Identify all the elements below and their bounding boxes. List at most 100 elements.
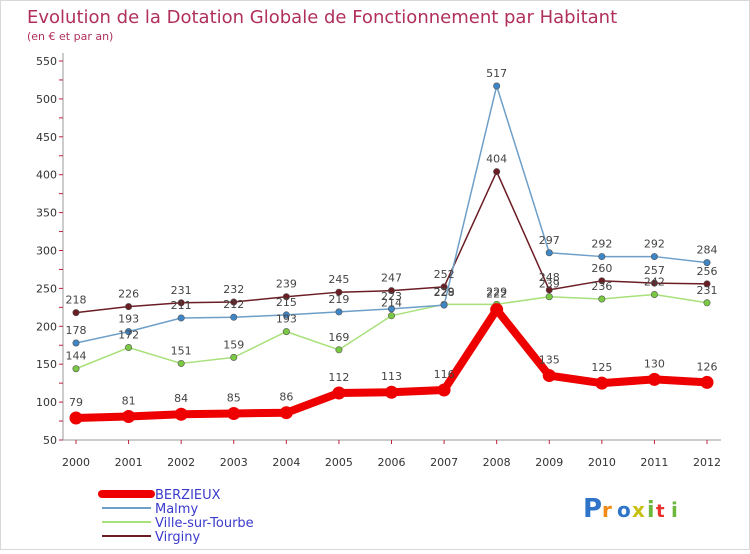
data-point-berzieux — [542, 369, 556, 383]
x-tick-label: 2006 — [378, 456, 406, 469]
data-point-berzieux — [700, 375, 714, 389]
data-label-malmy: 211 — [171, 299, 192, 312]
data-label-ville-sur-tourbe: 169 — [328, 331, 349, 344]
data-point-malmy — [650, 253, 658, 261]
y-tick-label: 500 — [36, 93, 57, 106]
data-label-berzieux: 125 — [591, 361, 612, 374]
data-label-ville-sur-tourbe: 236 — [591, 280, 612, 293]
x-tick-label: 2005 — [325, 456, 353, 469]
data-point-virginy — [703, 280, 711, 288]
data-point-malmy — [125, 328, 133, 336]
legend-item: Virginy — [102, 530, 200, 545]
data-label-virginy: 404 — [486, 153, 507, 166]
data-label-virginy: 239 — [276, 278, 297, 291]
series-malmy — [72, 82, 711, 347]
y-tick-label: 400 — [36, 169, 57, 182]
data-labels-layer: 218 226 231 232 239 245 247 252 404 248 260 257 256 1… — [66, 67, 718, 409]
data-label-malmy: 517 — [486, 67, 507, 80]
data-label-ville-sur-tourbe: 214 — [381, 297, 402, 310]
data-point-virginy — [650, 279, 658, 287]
data-label-malmy: 212 — [223, 298, 244, 311]
data-point-malmy — [177, 314, 185, 322]
legend-label: Malmy — [155, 502, 198, 517]
data-point-berzieux — [437, 383, 451, 397]
logo-letter: P — [583, 494, 602, 524]
data-label-berzieux: 112 — [328, 371, 349, 384]
data-point-ville-sur-tourbe — [282, 328, 290, 336]
data-label-ville-sur-tourbe: 242 — [644, 275, 665, 288]
data-point-ville-sur-tourbe — [703, 299, 711, 307]
data-point-malmy — [440, 301, 448, 309]
data-point-berzieux — [332, 386, 346, 400]
data-label-virginy: 245 — [328, 273, 349, 286]
data-point-malmy — [598, 253, 606, 261]
data-label-berzieux: 130 — [644, 357, 665, 370]
data-point-malmy — [72, 339, 80, 347]
x-tick-label: 2000 — [62, 456, 90, 469]
data-label-malmy: 228 — [434, 286, 455, 299]
data-label-virginy: 232 — [223, 283, 244, 296]
data-point-malmy — [335, 308, 343, 316]
logo-letter: i — [671, 498, 678, 522]
data-label-malmy: 215 — [276, 296, 297, 309]
y-tick-label: 350 — [36, 207, 57, 220]
data-label-berzieux: 81 — [122, 395, 136, 408]
data-label-malmy: 223 — [381, 290, 402, 303]
data-point-ville-sur-tourbe — [125, 344, 133, 352]
data-label-virginy: 252 — [434, 268, 455, 281]
data-label-malmy: 178 — [66, 324, 87, 337]
x-tick-label: 2003 — [220, 456, 248, 469]
data-label-berzieux: 222 — [486, 288, 507, 301]
legend-item: Malmy — [102, 502, 198, 517]
data-point-virginy — [72, 309, 80, 317]
data-point-berzieux — [69, 411, 83, 425]
data-point-berzieux — [227, 406, 241, 420]
series-virginy — [72, 168, 711, 317]
logo-letter: x — [632, 498, 645, 522]
axes: 50 100 150 200 250 300 350 400 450 500 550 2000 2001… — [36, 53, 721, 469]
data-label-malmy: 292 — [591, 238, 612, 251]
data-label-berzieux: 86 — [279, 391, 293, 404]
data-point-virginy — [125, 303, 133, 311]
chart-title: Evolution de la Dotation Globale de Fonc… — [27, 7, 617, 28]
x-tick-label: 2001 — [115, 456, 143, 469]
y-tick-label: 200 — [36, 320, 57, 333]
data-label-ville-sur-tourbe: 239 — [539, 278, 560, 291]
legend-label: Virginy — [155, 530, 200, 545]
y-tick-label: 300 — [36, 245, 57, 258]
legend-label: Ville-sur-Tourbe — [155, 516, 254, 531]
data-label-ville-sur-tourbe: 229 — [434, 285, 455, 298]
legend-label: BERZIEUX — [155, 488, 221, 503]
data-point-berzieux — [647, 372, 661, 386]
data-label-virginy: 218 — [66, 294, 87, 307]
data-point-malmy — [282, 311, 290, 319]
x-tick-label: 2008 — [483, 456, 511, 469]
data-label-ville-sur-tourbe: 231 — [697, 284, 718, 297]
y-tick-label: 450 — [36, 131, 57, 144]
series-line-berzieux — [72, 305, 711, 423]
data-label-malmy: 219 — [328, 293, 349, 306]
data-point-ville-sur-tourbe — [545, 293, 553, 301]
data-point-berzieux — [122, 410, 136, 424]
data-label-ville-sur-tourbe: 144 — [66, 350, 87, 363]
data-point-malmy — [545, 249, 553, 257]
data-label-malmy: 193 — [118, 313, 139, 326]
data-point-virginy — [230, 298, 238, 306]
x-tick-label: 2010 — [588, 456, 616, 469]
data-point-malmy — [387, 305, 395, 313]
data-label-ville-sur-tourbe: 159 — [223, 338, 244, 351]
data-point-malmy — [493, 82, 501, 90]
logo-letter: o — [617, 498, 631, 522]
data-label-virginy: 226 — [118, 288, 139, 301]
logo-letter: t — [656, 501, 665, 522]
data-point-berzieux — [279, 406, 293, 420]
data-label-malmy: 297 — [539, 234, 560, 247]
y-tick-label: 50 — [43, 434, 57, 447]
data-label-berzieux: 79 — [69, 396, 83, 409]
legend-item: BERZIEUX — [98, 488, 221, 503]
data-point-ville-sur-tourbe — [72, 365, 80, 373]
data-label-malmy: 284 — [697, 244, 718, 257]
